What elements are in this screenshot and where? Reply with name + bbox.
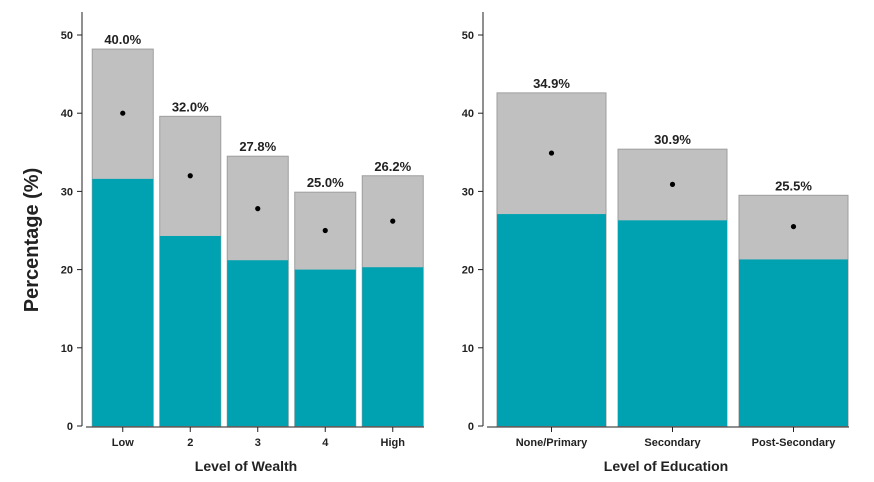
point-estimate bbox=[669, 181, 676, 187]
data-label: 30.9% bbox=[654, 132, 691, 147]
x-tick-label: 3 bbox=[255, 437, 261, 449]
data-label: 25.0% bbox=[307, 175, 344, 190]
base-bar bbox=[294, 269, 356, 426]
x-tick-label: 2 bbox=[187, 437, 193, 449]
y-tick-label: 20 bbox=[61, 265, 73, 277]
data-label: 34.9% bbox=[533, 76, 570, 91]
x-tick-label: High bbox=[381, 437, 406, 449]
point-estimate bbox=[390, 218, 396, 224]
education-panel: 0 10 20 30 40 50 34.9% None/Primary 30.9% Seconda… bbox=[462, 12, 849, 474]
base-bar bbox=[497, 214, 606, 426]
y-tick-label: 30 bbox=[61, 186, 73, 198]
y-axis-title: Percentage (%) bbox=[21, 168, 43, 313]
y-tick-label: 50 bbox=[462, 30, 474, 42]
point-estimate bbox=[255, 206, 261, 212]
base-bar bbox=[362, 267, 424, 426]
wealth-panel: 0 10 20 30 40 50 40.0% Low 32.0% 2 27.8% 3 25.0% 4 26.… bbox=[61, 12, 424, 474]
x-tick-label: 4 bbox=[322, 437, 329, 449]
base-bar bbox=[159, 235, 221, 426]
data-label: 25.5% bbox=[775, 178, 812, 193]
point-estimate bbox=[187, 173, 193, 179]
point-estimate bbox=[790, 223, 797, 230]
x-axis-title: Level of Wealth bbox=[195, 458, 297, 474]
y-tick-label: 40 bbox=[61, 108, 73, 120]
base-bar bbox=[92, 178, 154, 426]
y-tick-label: 0 bbox=[468, 421, 474, 433]
y-tick-label: 50 bbox=[61, 30, 73, 42]
data-label: 26.2% bbox=[374, 159, 411, 174]
data-label: 27.8% bbox=[239, 139, 276, 154]
x-tick-label: Post-Secondary bbox=[752, 437, 837, 449]
y-tick-label: 0 bbox=[67, 421, 73, 433]
y-tick-label: 10 bbox=[462, 343, 474, 355]
y-tick-label: 30 bbox=[462, 186, 474, 198]
data-label: 32.0% bbox=[172, 99, 209, 114]
base-bar bbox=[739, 259, 848, 426]
base-bar bbox=[618, 220, 727, 426]
y-tick-label: 20 bbox=[462, 265, 474, 277]
x-tick-label: None/Primary bbox=[516, 437, 588, 449]
point-estimate bbox=[120, 110, 126, 116]
x-tick-label: Secondary bbox=[644, 437, 701, 449]
base-bar bbox=[227, 260, 289, 426]
point-estimate bbox=[548, 150, 555, 156]
x-axis-title: Level of Education bbox=[604, 458, 728, 474]
point-estimate bbox=[322, 227, 328, 234]
data-label: 40.0% bbox=[104, 32, 141, 47]
x-tick-label: Low bbox=[112, 437, 134, 449]
y-tick-label: 10 bbox=[61, 343, 73, 355]
y-tick-label: 40 bbox=[462, 108, 474, 120]
